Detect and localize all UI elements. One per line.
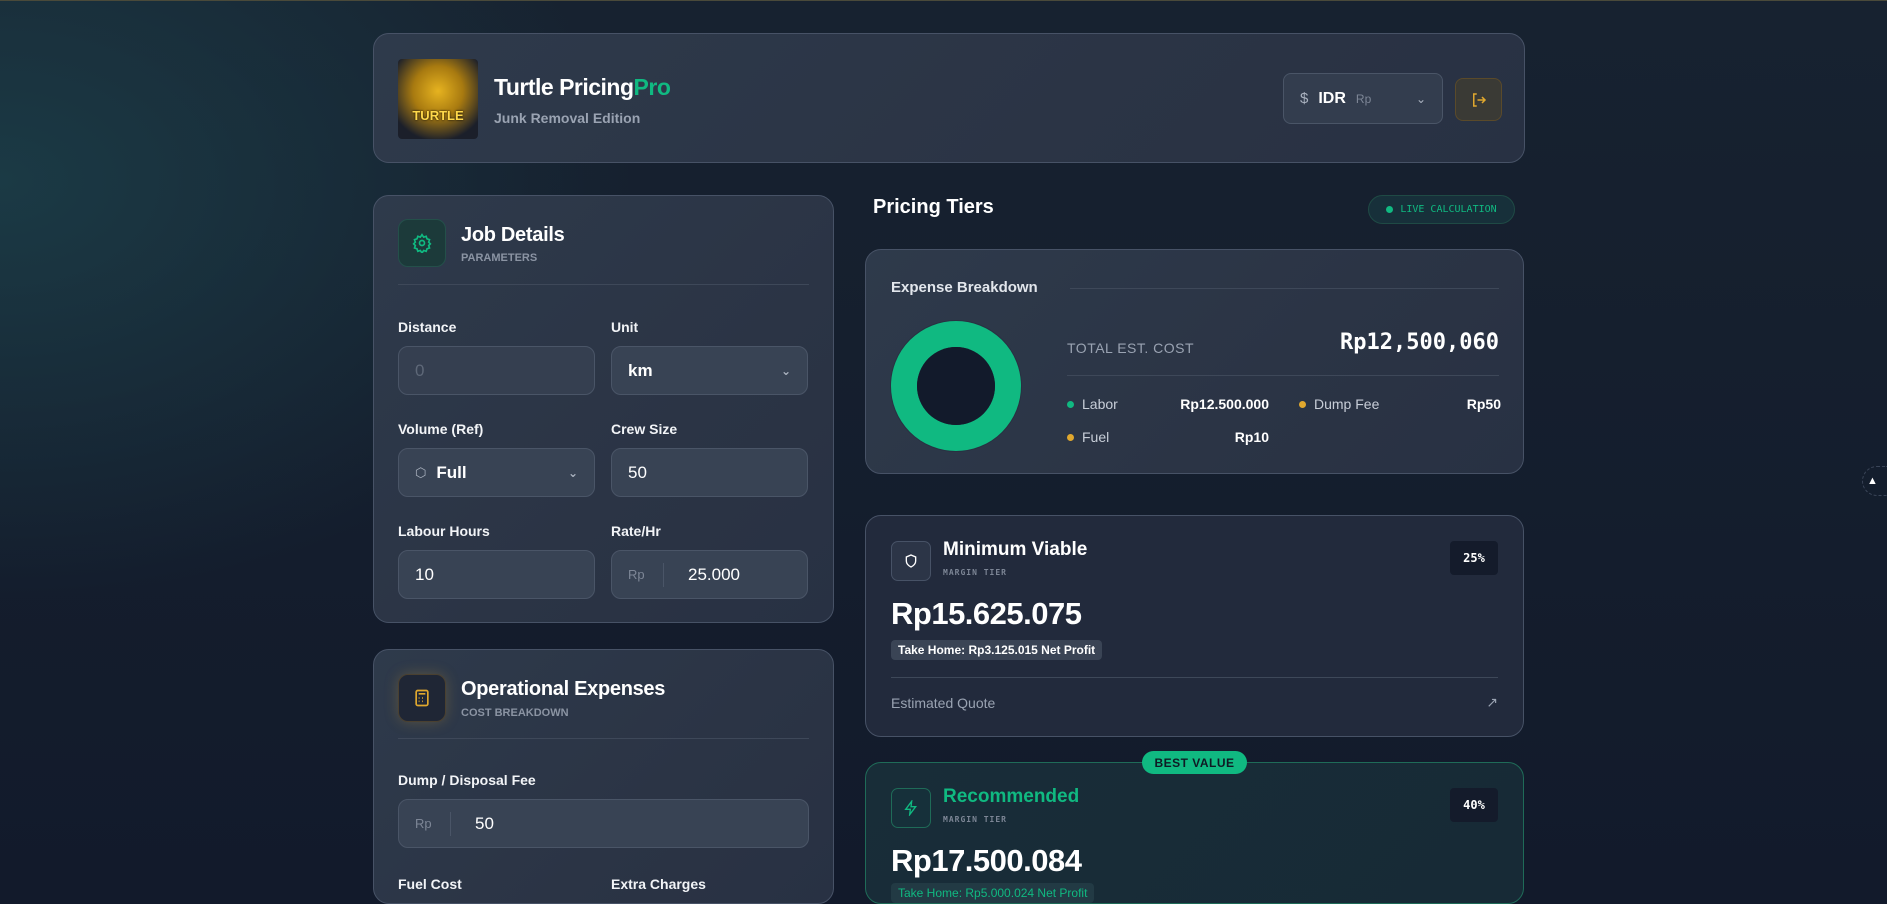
crew-size-label: Crew Size [611, 421, 678, 437]
legend-dot-icon [1067, 433, 1074, 441]
app-title: Turtle PricingPro [494, 74, 671, 100]
unit-select[interactable]: km ⌄ [611, 346, 808, 395]
app-logo: TURTLE [398, 59, 478, 139]
divider [1070, 288, 1499, 289]
tier-price: Rp17.500.084 [891, 843, 1082, 878]
volume-select[interactable]: ⬡ Full ⌄ [398, 448, 595, 497]
legend-item-fuel: Fuel Rp10 [1067, 429, 1269, 445]
currency-select[interactable]: $ IDR Rp ⌄ [1283, 73, 1443, 124]
divider [398, 738, 809, 739]
take-home-label: Take Home: Rp5.000.024 Net Profit [891, 883, 1095, 903]
total-cost-label: TOTAL EST. COST [1067, 340, 1195, 356]
donut-hole [917, 347, 995, 425]
logout-icon [1472, 92, 1486, 107]
distance-label: Distance [398, 319, 457, 335]
section-title: Operational Expenses [461, 678, 666, 700]
unit-label: Unit [611, 319, 639, 335]
expense-donut-chart [890, 320, 1022, 452]
chevron-down-icon: ⌄ [780, 363, 791, 378]
legend-dot-icon [1299, 400, 1306, 408]
rate-label: Rate/Hr [611, 523, 661, 539]
dollar-icon: $ [1300, 90, 1309, 107]
tier-card-minimum-viable[interactable]: Minimum Viable MARGIN TIER 25% Rp15.625.… [865, 515, 1524, 737]
rate-input[interactable]: Rp 25.000 [611, 550, 808, 599]
estimated-quote-label: Estimated Quote [891, 695, 996, 711]
margin-percent-badge: 25% [1450, 541, 1498, 575]
floating-widget-button[interactable]: ▲ [1862, 466, 1887, 496]
divider [1067, 375, 1499, 376]
live-calculation-badge: LIVE CALCULATION [1368, 195, 1515, 224]
tier-card-recommended[interactable]: Recommended MARGIN TIER 40% Rp17.500.084… [865, 762, 1524, 904]
legend-dot-icon [1067, 400, 1074, 408]
box-icon: ⬡ [415, 464, 427, 480]
volume-label: Volume (Ref) [398, 421, 484, 437]
tier-name: Minimum Viable [943, 539, 1088, 560]
status-dot-icon [1386, 206, 1394, 213]
calculator-icon [398, 674, 446, 722]
total-cost-value: Rp12,500,060 [1340, 330, 1499, 355]
divider [891, 677, 1498, 678]
labour-hours-label: Labour Hours [398, 523, 490, 539]
app-header: TURTLE Turtle PricingPro Junk Removal Ed… [373, 33, 1525, 163]
fuel-cost-label: Fuel Cost [398, 876, 462, 892]
legend-item-dump-fee: Dump Fee Rp50 [1299, 396, 1501, 412]
distance-input[interactable]: 0 [398, 346, 595, 395]
chevron-down-icon: ⌄ [1415, 91, 1426, 106]
chevron-down-icon: ⌄ [567, 465, 578, 480]
labour-hours-input[interactable]: 10 [398, 550, 595, 599]
divider [398, 284, 809, 285]
arrow-up-right-icon[interactable]: ↗ [1486, 694, 1498, 710]
job-details-card: Job Details PARAMETERS Distance Unit 0 k… [373, 195, 834, 623]
crew-size-input[interactable]: 50 [611, 448, 808, 497]
tier-name: Recommended [943, 786, 1080, 807]
tier-subtitle: MARGIN TIER [943, 568, 1007, 577]
dump-fee-label: Dump / Disposal Fee [398, 772, 536, 788]
operational-expenses-card: Operational Expenses COST BREAKDOWN Dump… [373, 649, 834, 904]
take-home-label: Take Home: Rp3.125.015 Net Profit [891, 640, 1103, 660]
margin-percent-badge: 40% [1450, 788, 1498, 822]
logout-button[interactable] [1455, 78, 1502, 121]
dump-fee-input[interactable]: Rp 50 [398, 799, 809, 848]
shield-icon [891, 541, 931, 581]
app-subtitle: Junk Removal Edition [494, 110, 641, 126]
extra-charges-label: Extra Charges [611, 876, 706, 892]
lightning-icon [891, 788, 931, 828]
top-border [0, 0, 1887, 1]
section-title: Job Details [461, 224, 565, 246]
expense-breakdown-card: Expense Breakdown TOTAL EST. COST Rp12,5… [865, 249, 1524, 474]
best-value-badge: BEST VALUE [1142, 751, 1247, 774]
donut-slice-labor [891, 321, 1021, 451]
section-subtitle: PARAMETERS [461, 252, 538, 264]
tier-price: Rp15.625.075 [891, 596, 1082, 631]
legend-item-labor: Labor Rp12.500.000 [1067, 396, 1269, 412]
pricing-tiers-title: Pricing Tiers [873, 196, 994, 218]
gear-icon [398, 219, 446, 267]
section-subtitle: COST BREAKDOWN [461, 707, 569, 719]
tier-subtitle: MARGIN TIER [943, 815, 1007, 824]
widget-icon: ▲ [1867, 475, 1878, 487]
expense-title: Expense Breakdown [891, 279, 1038, 296]
